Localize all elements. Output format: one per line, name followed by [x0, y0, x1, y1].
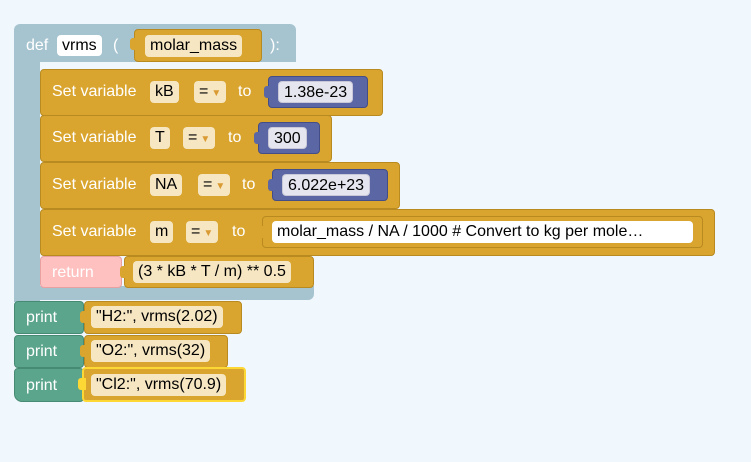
dropdown-arrow-icon: ▼ — [203, 228, 214, 239]
def-block-spine — [14, 62, 40, 302]
number-connector — [268, 179, 276, 191]
operator-label: = — [203, 176, 213, 193]
def-close-paren: ): — [270, 37, 280, 54]
function-name-field[interactable]: vrms — [57, 35, 102, 56]
return-keyword: return — [52, 264, 94, 281]
operator-label: = — [199, 83, 209, 100]
to-label: to — [228, 129, 242, 146]
print-value-field-cl2[interactable]: "Cl2:", vrms(70.9) — [91, 374, 227, 396]
print-block-cl2[interactable] — [14, 368, 84, 402]
print-connector — [80, 345, 88, 357]
param-name-field[interactable]: molar_mass — [145, 35, 243, 57]
print-connector — [78, 378, 86, 390]
operator-dropdown[interactable]: = ▼ — [183, 127, 216, 149]
variable-name-m[interactable]: m — [150, 221, 174, 243]
operator-dropdown[interactable]: = ▼ — [186, 221, 219, 243]
operator-dropdown[interactable]: = ▼ — [194, 81, 227, 103]
print-value-field-h2[interactable]: "H2:", vrms(2.02) — [91, 306, 223, 328]
return-connector — [120, 266, 128, 278]
print-connector — [80, 311, 88, 323]
variable-name-na[interactable]: NA — [150, 174, 183, 196]
return-expression-field[interactable]: (3 * kB * T / m) ** 0.5 — [133, 261, 291, 283]
variable-name-kb[interactable]: kB — [150, 81, 179, 103]
operator-dropdown[interactable]: = ▼ — [198, 174, 231, 196]
dropdown-arrow-icon: ▼ — [211, 88, 222, 99]
print-block-h2[interactable] — [14, 301, 84, 334]
number-field-t[interactable]: 300 — [268, 127, 307, 149]
to-label: to — [242, 176, 256, 193]
def-keyword: def — [26, 37, 49, 54]
def-block-foot — [14, 286, 314, 300]
operator-label: = — [191, 223, 201, 240]
number-field-kb[interactable]: 1.38e-23 — [278, 81, 354, 103]
set-variable-label: Set variable — [52, 83, 137, 100]
number-connector — [254, 132, 262, 144]
expression-field-m[interactable]: molar_mass / NA / 1000 # Convert to kg p… — [272, 221, 693, 243]
print-keyword: print — [26, 309, 58, 326]
set-variable-label: Set variable — [52, 223, 137, 240]
to-label: to — [232, 223, 246, 240]
set-variable-label: Set variable — [52, 176, 137, 193]
number-connector — [264, 86, 272, 98]
dropdown-arrow-icon: ▼ — [200, 134, 211, 145]
dropdown-arrow-icon: ▼ — [215, 181, 226, 192]
variable-name-t[interactable]: T — [150, 127, 170, 149]
print-keyword: print — [26, 377, 58, 394]
print-keyword: print — [26, 343, 58, 360]
expression-connector — [258, 226, 266, 238]
number-field-na[interactable]: 6.022e+23 — [282, 174, 371, 196]
def-open-paren: ( — [113, 37, 119, 54]
set-variable-label: Set variable — [52, 129, 137, 146]
return-block[interactable] — [40, 256, 122, 288]
to-label: to — [238, 83, 252, 100]
print-value-field-o2[interactable]: "O2:", vrms(32) — [91, 340, 211, 362]
print-block-o2[interactable] — [14, 335, 84, 368]
operator-label: = — [188, 129, 198, 146]
param-connector — [130, 38, 138, 50]
